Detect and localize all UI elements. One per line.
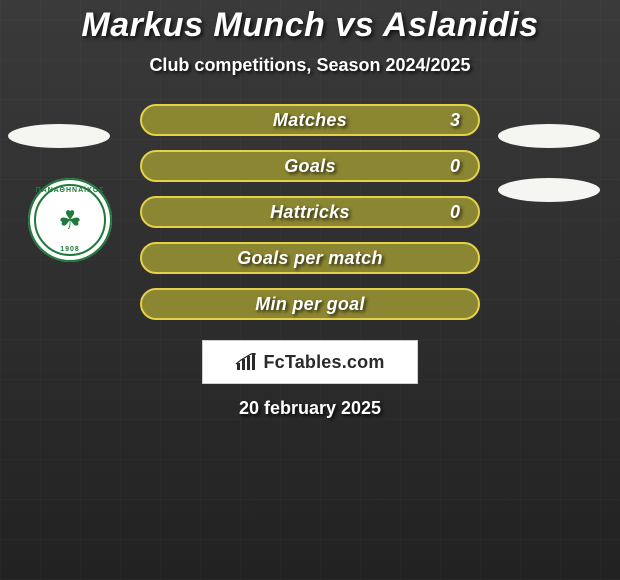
subtitle: Club competitions, Season 2024/2025: [0, 55, 620, 76]
stat-row-goals: Goals 0: [140, 150, 480, 182]
stat-label: Hattricks: [270, 202, 350, 223]
badge-top-text: ΠΑΝΑΘΗΝΑΪΚΟΣ: [28, 187, 112, 194]
stat-row-min-per-goal: Min per goal: [140, 288, 480, 320]
stat-label: Goals: [284, 156, 336, 177]
stat-label: Goals per match: [237, 248, 383, 269]
club-badge-left: ΠΑΝΑΘΗΝΑΪΚΟΣ ☘ 1908: [28, 178, 112, 262]
stat-label: Min per goal: [255, 294, 365, 315]
right-ellipse-2: [498, 178, 600, 202]
page-title: Markus Munch vs Aslanidis: [0, 6, 620, 45]
stat-value: 0: [450, 202, 460, 223]
badge-bottom-text: 1908: [28, 246, 112, 253]
stat-row-hattricks: Hattricks 0: [140, 196, 480, 228]
stat-value: 0: [450, 156, 460, 177]
infographic-content: Markus Munch vs Aslanidis Club competiti…: [0, 0, 620, 580]
stat-value: 3: [450, 110, 460, 131]
brand-text: FcTables.com: [263, 352, 384, 373]
stat-label: Matches: [273, 110, 347, 131]
left-ellipse-1: [8, 124, 110, 148]
date-text: 20 february 2025: [0, 398, 620, 419]
bar-chart-icon: [235, 353, 257, 371]
stat-row-matches: Matches 3: [140, 104, 480, 136]
stat-row-goals-per-match: Goals per match: [140, 242, 480, 274]
brand-box: FcTables.com: [202, 340, 418, 384]
right-ellipse-1: [498, 124, 600, 148]
